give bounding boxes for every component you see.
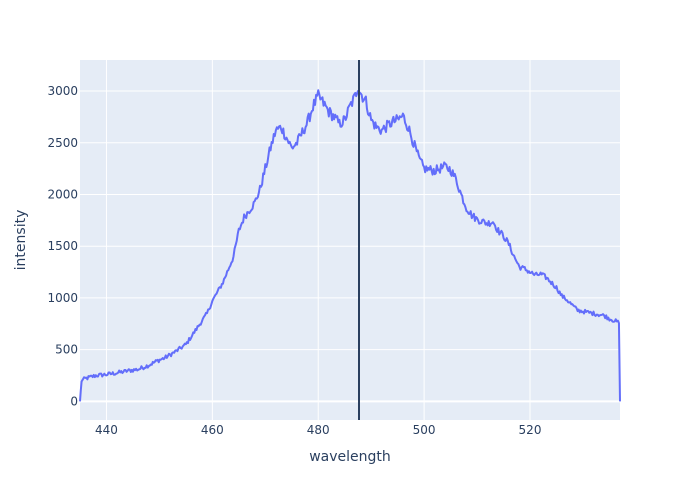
x-tick-label: 500 (413, 423, 436, 437)
y-axis-ticks: 0 500 1000 1500 2000 2500 3000 (47, 84, 78, 408)
y-tick-label: 1000 (47, 291, 78, 305)
y-tick-label: 1500 (47, 239, 78, 253)
x-tick-label: 440 (95, 423, 118, 437)
x-tick-label: 460 (201, 423, 224, 437)
y-tick-label: 2000 (47, 187, 78, 201)
y-axis-title: intensity (13, 210, 29, 271)
grid (80, 60, 620, 420)
plot-area (80, 60, 620, 420)
x-axis-ticks: 440 460 480 500 520 (95, 423, 541, 437)
y-tick-label: 0 (70, 394, 78, 408)
y-tick-label: 500 (55, 343, 78, 357)
x-axis-title: wavelength (309, 449, 391, 465)
x-tick-label: 480 (307, 423, 330, 437)
intensity-series-line (79, 89, 621, 402)
x-tick-label: 520 (519, 423, 542, 437)
series-layer (79, 89, 621, 402)
y-tick-label: 3000 (47, 84, 78, 98)
y-tick-label: 2500 (47, 136, 78, 150)
